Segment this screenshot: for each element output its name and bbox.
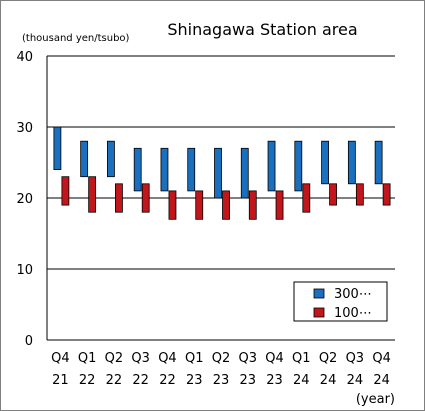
x-tick-label-year: 24: [320, 373, 337, 388]
y-tick-label: 20: [16, 192, 33, 207]
bar-series-1: [240, 147, 249, 199]
bar-series-2: [141, 183, 150, 213]
x-tick-label-quarter: Q2: [319, 351, 338, 366]
x-tick-label-quarter: Q3: [346, 351, 365, 366]
bar-series-1: [294, 140, 303, 192]
legend-label: 100⋯: [334, 306, 372, 321]
bar-series-2: [248, 190, 257, 220]
x-tick-label-quarter: Q1: [78, 351, 97, 366]
bar-series-2: [115, 183, 123, 213]
x-tick-label-year: 21: [52, 373, 69, 388]
x-tick-label-quarter: Q2: [105, 351, 124, 366]
chart-title: Shinagawa Station area: [167, 20, 358, 39]
x-tick-label-year: 22: [159, 373, 176, 388]
y-tick-label: 30: [16, 121, 33, 136]
y-tick-label: 0: [25, 334, 33, 349]
x-tick-label-quarter: Q4: [51, 351, 70, 366]
bar-series-2: [195, 190, 204, 220]
legend-swatch: [313, 307, 325, 318]
bar-series-2: [61, 176, 70, 206]
x-tick-label-year: 22: [106, 373, 123, 388]
bar-series-1: [321, 140, 329, 185]
bar-series-2: [302, 183, 311, 213]
x-tick-label-quarter: Q4: [372, 351, 391, 366]
bar-series-2: [355, 183, 364, 206]
bar-series-1: [160, 147, 169, 192]
x-tick-label-year: 22: [79, 373, 96, 388]
bar-series-2: [222, 190, 230, 220]
legend-swatch: [313, 288, 325, 299]
bar-series-2: [382, 183, 391, 206]
bar-series-1: [187, 147, 196, 192]
x-tick-label-quarter: Q3: [239, 351, 258, 366]
bar-series-1: [347, 140, 356, 185]
x-tick-label-year: 23: [186, 373, 203, 388]
bar-series-1: [53, 126, 62, 170]
x-tick-label-year: 23: [239, 373, 256, 388]
x-tick-label-quarter: Q3: [131, 351, 150, 366]
y-tick-label: 10: [16, 263, 33, 278]
x-tick-label-year: 23: [266, 373, 283, 388]
x-tick-label-quarter: Q2: [212, 351, 231, 366]
bar-series-1: [80, 140, 89, 178]
bar-series-2: [329, 183, 337, 206]
legend-box: [293, 281, 388, 322]
x-tick-label-quarter: Q1: [185, 351, 204, 366]
x-tick-label-quarter: Q4: [158, 351, 177, 366]
bar-series-1: [214, 147, 222, 199]
bar-series-1: [374, 140, 383, 185]
x-tick-label-year: 22: [132, 373, 149, 388]
y-axis-unit-label: (thousand yen/tsubo): [22, 33, 130, 44]
x-tick-label-year: 24: [293, 373, 310, 388]
bar-series-2: [168, 190, 177, 220]
bar-series-1: [133, 147, 142, 192]
bar-series-1: [107, 140, 115, 178]
x-axis-unit-label: (year): [356, 392, 395, 407]
x-tick-label-year: 24: [373, 373, 390, 388]
bar-series-1: [267, 140, 276, 192]
legend-label: 300⋯: [334, 287, 372, 302]
x-tick-label-quarter: Q1: [292, 351, 311, 366]
bar-series-2: [88, 176, 97, 213]
bar-series-2: [275, 190, 284, 220]
x-tick-label-quarter: Q4: [265, 351, 284, 366]
x-tick-label-year: 24: [347, 373, 364, 388]
y-tick-label: 40: [16, 50, 33, 65]
x-tick-label-year: 23: [213, 373, 230, 388]
